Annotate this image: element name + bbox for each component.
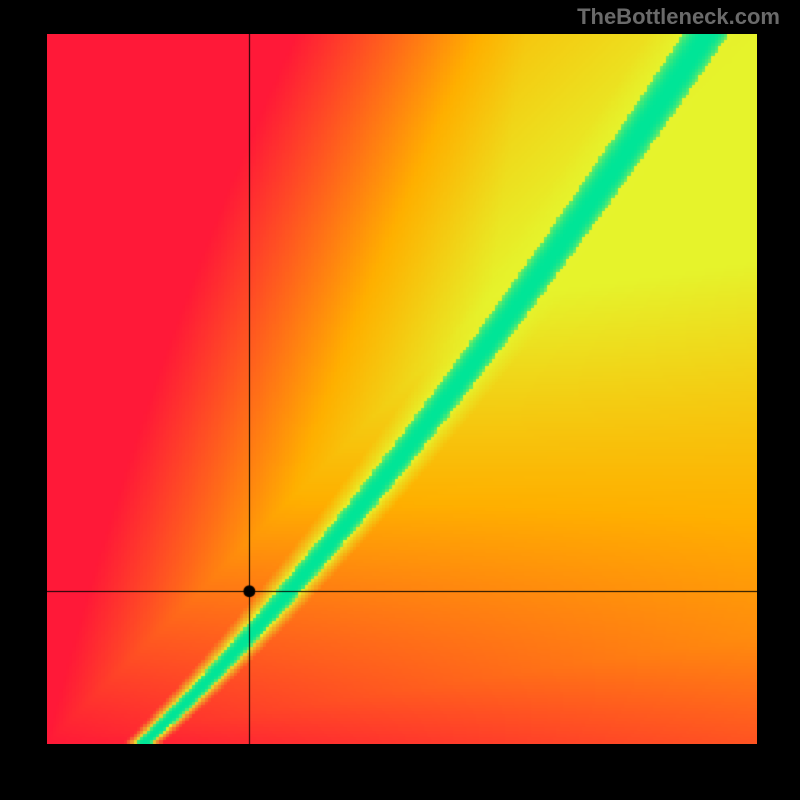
heatmap-canvas: [47, 34, 757, 744]
plot-frame: [47, 34, 757, 744]
attribution-text: TheBottleneck.com: [577, 4, 780, 30]
chart-container: TheBottleneck.com: [0, 0, 800, 800]
